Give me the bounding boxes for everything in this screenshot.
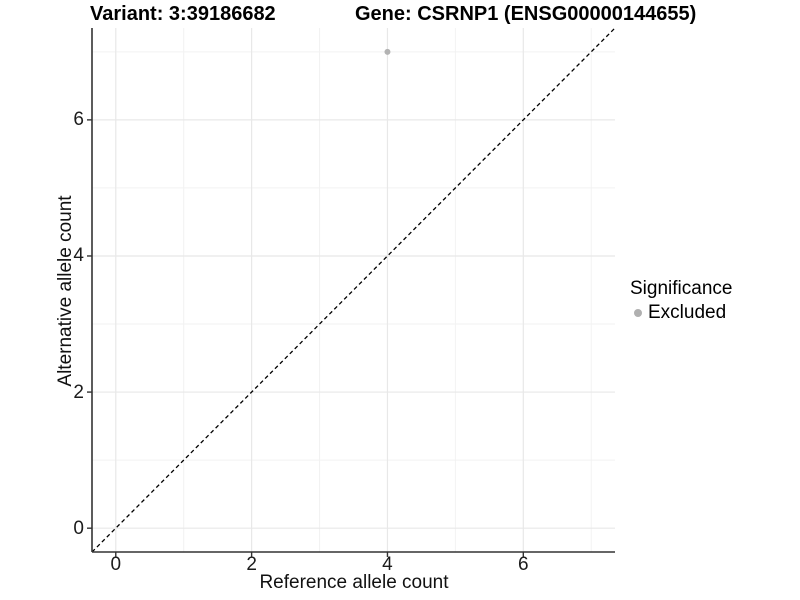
y-tick-label: 0 (73, 517, 84, 539)
plot-title-variant: Variant: 3:39186682 (90, 3, 276, 25)
x-tick-label: 6 (518, 554, 529, 575)
y-tick-label: 4 (73, 245, 84, 267)
x-tick-label: 0 (110, 554, 122, 575)
identity-dashed-line (91, 27, 616, 553)
y-axis-title: Alternative allele count (55, 195, 76, 387)
y-tick-label: 2 (73, 381, 84, 403)
legend-point-icon (634, 308, 642, 317)
y-tick-label: 6 (73, 109, 84, 131)
legend-entry-label: Excluded (648, 302, 727, 323)
legend-key (630, 305, 646, 321)
data-point (384, 48, 391, 55)
legend-title: Significance (630, 278, 733, 299)
plot-title-gene: Gene: CSRNP1 (ENSG00000144655) (355, 3, 697, 25)
legend: Significance Excluded (630, 277, 732, 324)
x-tick-label: 2 (246, 554, 257, 575)
legend-entries: Excluded (630, 301, 732, 324)
x-tick-label: 4 (382, 554, 393, 575)
x-axis-title: Reference allele count (259, 572, 449, 593)
legend-entry: Excluded (630, 301, 732, 324)
